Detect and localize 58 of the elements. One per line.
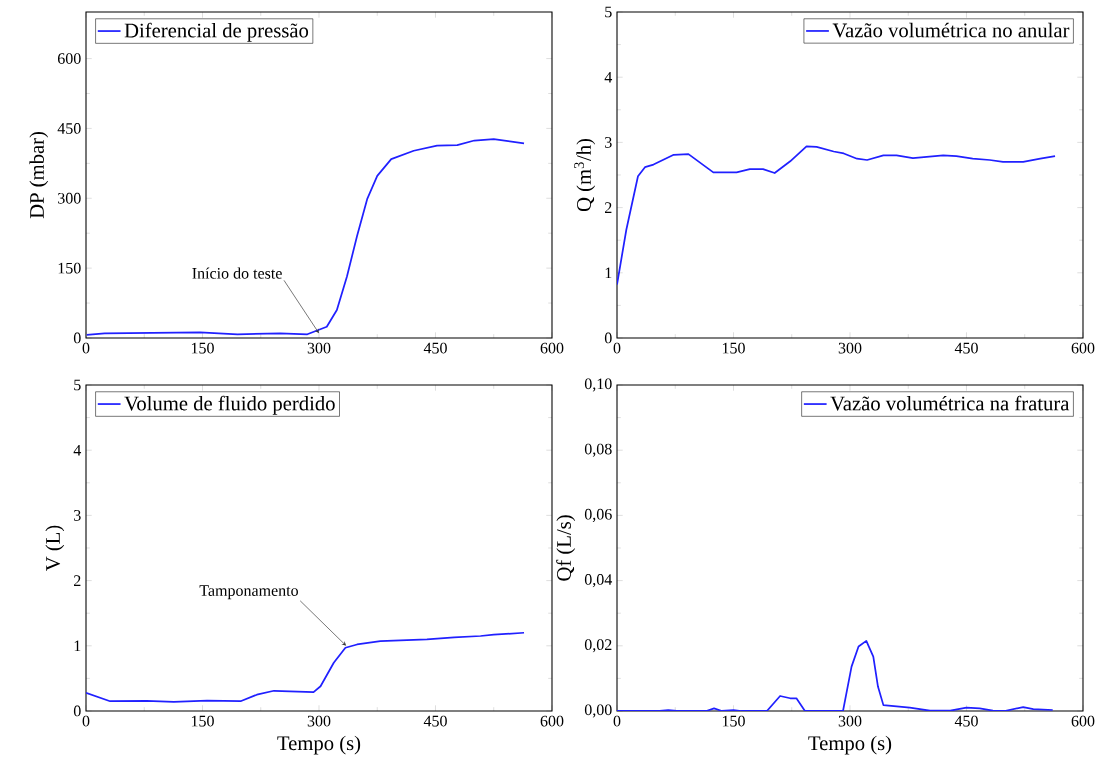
x-tick-label: 450 bbox=[423, 715, 447, 727]
y-tick-label: 300 bbox=[58, 192, 81, 204]
line-series bbox=[617, 640, 1054, 711]
x-tick-label: 450 bbox=[954, 342, 978, 354]
x-tick-label: 150 bbox=[191, 715, 214, 727]
y-tick-label: 0 bbox=[73, 332, 81, 344]
x-tick-label: 300 bbox=[838, 342, 862, 354]
y-tick-label: 0,00 bbox=[584, 704, 612, 718]
legend-label: Volume de fluido perdido bbox=[124, 395, 335, 415]
legend-label: Vazão volumétrica na fratura bbox=[830, 395, 1070, 411]
y-tick-label: 450 bbox=[57, 123, 81, 134]
y-tick-label: 3 bbox=[605, 137, 612, 148]
legend-label: Vazão volumétrica no anular bbox=[832, 22, 1070, 38]
x-tick-label: 300 bbox=[307, 715, 331, 727]
y-tick-label: 0,04 bbox=[584, 574, 613, 588]
y-tick-label: 0,10 bbox=[584, 378, 612, 392]
x-tick-label: 600 bbox=[540, 342, 564, 354]
y-tick-label: 1 bbox=[74, 640, 81, 652]
line-series bbox=[86, 138, 525, 336]
x-tick-label: 0 bbox=[613, 342, 621, 354]
x-tick-label: 150 bbox=[722, 715, 745, 727]
y-tick-label: 1 bbox=[605, 267, 612, 279]
y-tick-label: 0,08 bbox=[584, 443, 612, 457]
x-tick-label: 600 bbox=[1071, 342, 1095, 354]
y-tick-label: 0 bbox=[73, 705, 81, 717]
x-tick-label: 600 bbox=[1071, 715, 1095, 727]
line-series bbox=[86, 631, 525, 703]
annotation: Início do teste bbox=[192, 267, 282, 279]
y-tick-label: 4 bbox=[604, 71, 613, 83]
x-tick-label: 0 bbox=[613, 715, 621, 727]
y-tick-label: 0,02 bbox=[584, 639, 612, 653]
x-tick-label: 150 bbox=[191, 342, 214, 354]
x-tick-label: 0 bbox=[82, 715, 90, 727]
x-tick-label: 150 bbox=[722, 342, 745, 354]
y-axis-title: V (L) bbox=[45, 525, 65, 571]
y-tick-label: 5 bbox=[74, 379, 81, 391]
y-tick-label: 4 bbox=[73, 444, 82, 456]
legend-label: Diferencial de pressão bbox=[124, 22, 309, 42]
y-tick-label: 0,06 bbox=[584, 508, 612, 522]
y-tick-label: 600 bbox=[57, 53, 81, 64]
x-tick-label: 450 bbox=[954, 715, 978, 727]
y-axis-title: Q (m$^{3}$/h) bbox=[574, 138, 596, 212]
x-axis-title: Tempo (s) bbox=[808, 735, 892, 755]
y-axis-title: DP (mbar) bbox=[29, 131, 49, 219]
x-tick-label: 450 bbox=[423, 342, 447, 354]
y-tick-label: 2 bbox=[605, 202, 612, 213]
y-tick-label: 2 bbox=[74, 575, 81, 586]
y-axis-title: Qf (L/s) bbox=[556, 515, 576, 581]
y-tick-label: 150 bbox=[58, 262, 81, 274]
y-tick-label: 0 bbox=[604, 332, 612, 344]
x-tick-label: 300 bbox=[838, 715, 862, 727]
y-tick-label: 3 bbox=[74, 510, 81, 521]
x-tick-label: 0 bbox=[82, 342, 90, 354]
x-tick-label: 600 bbox=[540, 715, 564, 727]
annotation: Tamponamento bbox=[199, 585, 298, 600]
y-tick-label: 5 bbox=[605, 6, 612, 18]
x-tick-label: 300 bbox=[307, 342, 331, 354]
x-axis-title: Tempo (s) bbox=[277, 735, 361, 755]
